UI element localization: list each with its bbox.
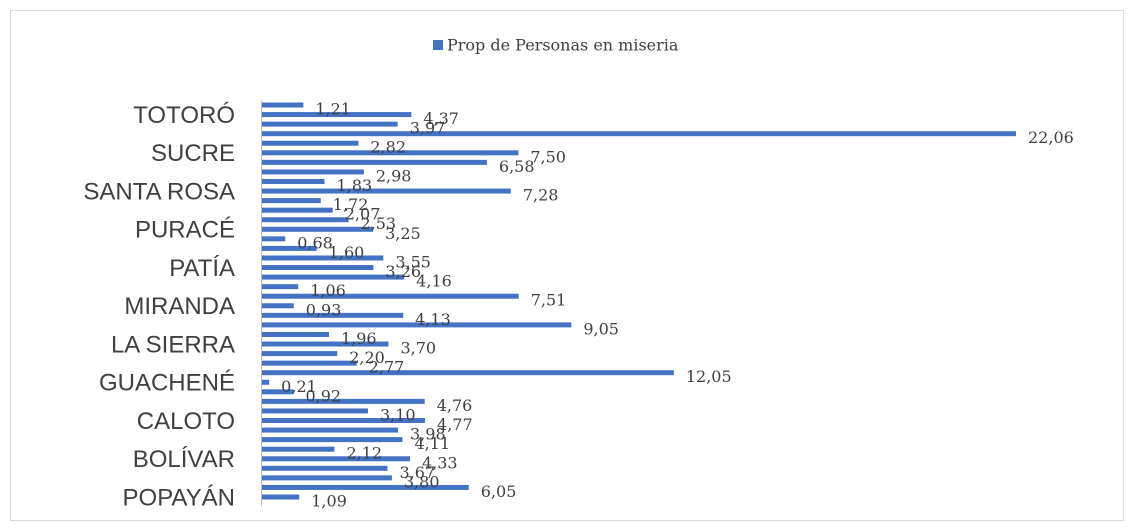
value-label: 3,10 xyxy=(380,405,416,424)
bar xyxy=(262,236,286,242)
value-label: 3,26 xyxy=(385,262,421,281)
value-label: 0,93 xyxy=(306,300,342,319)
value-label: 2,98 xyxy=(376,166,412,185)
bar xyxy=(262,465,388,471)
value-label: 4,16 xyxy=(416,272,452,291)
value-label: 7,51 xyxy=(531,291,567,310)
value-label: 4,11 xyxy=(414,434,450,453)
value-label: 2,82 xyxy=(370,138,406,157)
value-label: 1,83 xyxy=(337,176,373,195)
value-label: 1,96 xyxy=(341,329,377,348)
bar xyxy=(262,293,519,299)
bar xyxy=(262,159,487,165)
legend-swatch xyxy=(433,40,443,50)
chart-frame xyxy=(10,10,1124,521)
bar xyxy=(262,341,389,347)
category-label: TOTORÓ xyxy=(133,102,235,129)
value-label: 6,05 xyxy=(481,482,517,501)
bar xyxy=(262,217,349,223)
value-label: 7,50 xyxy=(530,147,566,166)
bar xyxy=(262,121,398,127)
value-label: 3,80 xyxy=(404,472,440,491)
bar xyxy=(262,178,325,184)
value-label: 3,97 xyxy=(410,119,446,138)
value-label: 2,20 xyxy=(349,348,385,367)
value-label: 3,98 xyxy=(410,425,446,444)
bar xyxy=(262,169,364,175)
category-label: SUCRE xyxy=(151,140,235,167)
value-label: 0,92 xyxy=(305,386,341,405)
category-label: POPAYÁN xyxy=(123,484,235,511)
value-label: 1,72 xyxy=(333,195,369,214)
value-label: 2,77 xyxy=(369,358,405,377)
value-label: 4,37 xyxy=(423,109,459,128)
bar xyxy=(262,398,425,404)
bar xyxy=(262,379,270,385)
value-label: 22,06 xyxy=(1028,128,1074,147)
bar xyxy=(262,475,392,481)
value-label: 4,76 xyxy=(437,396,473,415)
value-label: 6,58 xyxy=(499,157,535,176)
value-label: 12,05 xyxy=(686,367,732,386)
value-label: 3,55 xyxy=(395,252,431,271)
category-label: LA SIERRA xyxy=(111,331,235,358)
value-label: 1,21 xyxy=(315,100,351,119)
value-label: 4,33 xyxy=(422,453,458,472)
bar xyxy=(262,331,329,337)
bar xyxy=(262,456,410,462)
bar xyxy=(262,418,426,424)
bar xyxy=(262,207,333,213)
bar xyxy=(262,274,405,280)
bar xyxy=(262,265,374,271)
value-label: 4,77 xyxy=(437,415,473,434)
bar xyxy=(262,226,374,232)
value-label: 4,13 xyxy=(415,310,451,329)
legend-label: Prop de Personas en miseria xyxy=(447,36,679,55)
bar xyxy=(262,245,317,251)
bar xyxy=(262,484,469,490)
bar xyxy=(262,437,403,443)
bar xyxy=(262,255,384,261)
bar xyxy=(262,408,368,414)
value-label: 2,53 xyxy=(360,214,396,233)
bar xyxy=(262,150,519,156)
bar xyxy=(262,360,357,366)
category-label: BOLÍVAR xyxy=(133,446,235,473)
category-label: CALOTO xyxy=(137,408,235,435)
bar xyxy=(262,446,335,452)
bar xyxy=(262,322,572,328)
category-label: GUACHENÉ xyxy=(99,370,235,397)
bar xyxy=(262,188,511,194)
value-label: 1,60 xyxy=(329,243,365,262)
value-label: 0,68 xyxy=(297,233,333,252)
bar xyxy=(262,140,359,146)
bar xyxy=(262,112,412,118)
bar xyxy=(262,303,294,309)
bar xyxy=(262,312,404,318)
value-label: 0,21 xyxy=(281,377,317,396)
value-label: 7,28 xyxy=(523,186,559,205)
category-label: SANTA ROSA xyxy=(83,178,235,205)
bar xyxy=(262,198,321,204)
value-label: 3,25 xyxy=(385,224,421,243)
category-label: PURACÉ xyxy=(135,217,235,244)
value-label: 3,67 xyxy=(399,463,435,482)
value-label: 2,12 xyxy=(346,444,382,463)
category-label: MIRANDA xyxy=(124,293,235,320)
bar xyxy=(262,284,299,290)
bar xyxy=(262,370,674,376)
value-label: 1,09 xyxy=(311,492,347,511)
bar xyxy=(262,389,294,395)
value-label: 2,07 xyxy=(345,205,381,224)
value-label: 3,70 xyxy=(400,339,436,358)
value-label: 9,05 xyxy=(583,319,619,338)
bar xyxy=(262,427,399,433)
bar xyxy=(262,102,304,108)
bar xyxy=(262,494,300,500)
category-label: PATÍA xyxy=(169,255,235,282)
bar xyxy=(262,351,338,357)
value-label: 1,06 xyxy=(310,281,346,300)
bar xyxy=(262,131,1016,137)
